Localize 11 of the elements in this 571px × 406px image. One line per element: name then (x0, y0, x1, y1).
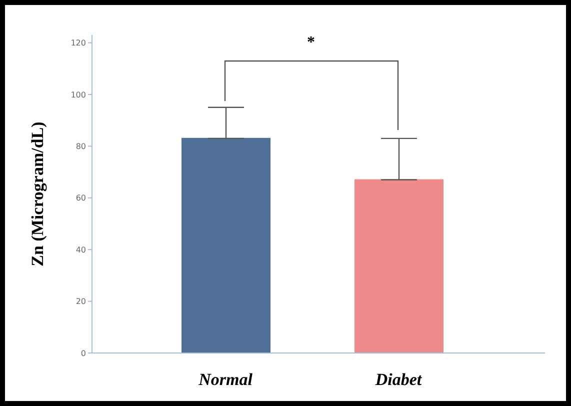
y-axis-title: Zn (Microgram/dL) (28, 122, 48, 266)
annotation: * (307, 34, 315, 51)
y-tick-label: 100 (70, 90, 86, 100)
y-tick-label: 0 (80, 348, 86, 358)
y-tick-label: 20 (76, 297, 86, 306)
y-tick-label: 60 (76, 194, 86, 203)
y-tick-label: 40 (76, 245, 86, 254)
y-tick-label: 80 (76, 142, 86, 152)
x-tick-label: Diabet (374, 370, 423, 390)
y-tick-label: 120 (70, 38, 86, 48)
x-tick-label: Normal (198, 370, 253, 390)
